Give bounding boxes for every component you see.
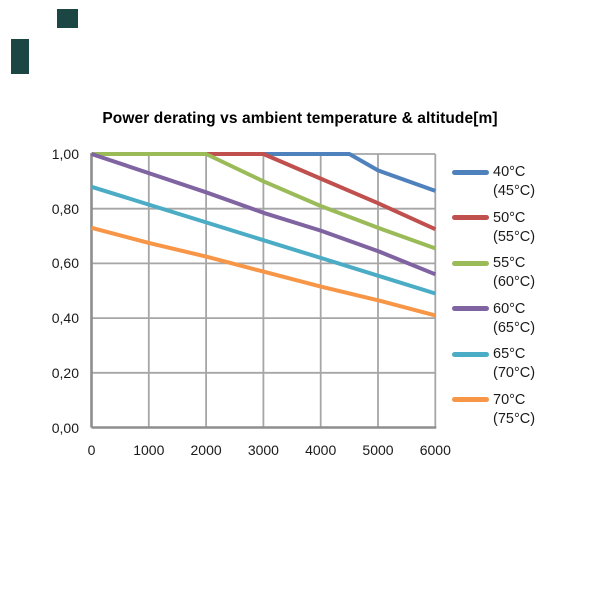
legend-label: 65°C [493,346,526,362]
legend-sublabel: (55°C) [493,228,536,245]
series-line-5 [90,184,436,296]
legend-swatch [451,260,489,266]
x-tick-label: 0 [87,441,96,458]
x-tick-label: 5000 [362,441,394,458]
x-tick-label: 1000 [133,441,165,458]
legend-swatch [451,169,489,175]
legend-label: 70°C [493,391,526,408]
x-tick-label: 4000 [305,441,337,458]
legend-label: 60°C [493,300,526,317]
legend-swatch [451,351,489,357]
legend-sublabel: (60°C) [493,274,536,290]
y-tick-label: 0,20 [51,364,79,381]
corner-mark-left [11,39,29,74]
legend-label: 55°C [493,255,526,271]
corner-mark-top [57,9,78,28]
chart-title: Power derating vs ambient temperature & … [102,110,498,127]
y-tick-label: 0,40 [51,310,79,327]
y-tick-label: 0,60 [51,255,79,272]
y-tick-label: 0,00 [51,419,79,436]
legend-sublabel: (70°C) [493,365,536,381]
legend-sublabel: (75°C) [493,410,536,427]
series-line-4 [90,152,437,277]
series-line-6 [90,225,436,318]
x-tick-label: 6000 [419,441,451,458]
legend-swatch [451,397,489,402]
series-line-3 [91,152,436,251]
y-tick-label: 0,80 [51,200,79,217]
legend-sublabel: (65°C) [493,319,536,336]
x-tick-label: 3000 [247,441,279,458]
legend-label: 50°C [493,209,526,226]
legend-sublabel: (45°C) [493,183,536,199]
y-tick-label: 1,00 [51,146,79,162]
legend-label: 40°C [493,164,526,180]
legend-swatch [451,215,489,220]
x-tick-label: 2000 [190,441,222,458]
legend-swatch [451,306,489,311]
